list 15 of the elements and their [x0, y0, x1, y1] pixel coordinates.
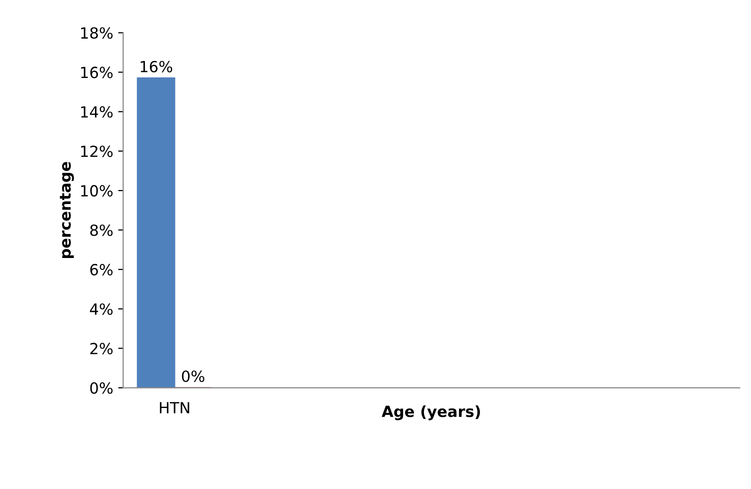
- y-tick-label: 14%: [81, 106, 113, 118]
- y-tick-label: 10%: [81, 185, 113, 197]
- y-tick-label: 8%: [90, 224, 113, 236]
- y-tick-label: 4%: [90, 303, 113, 315]
- y-axis-title: percentage: [60, 162, 74, 258]
- y-tick-label: 0%: [90, 382, 113, 394]
- y-tick-label: 16%: [81, 66, 113, 78]
- x-axis-title: Age (years): [382, 405, 480, 420]
- x-tick-label: HTN: [160, 402, 190, 414]
- y-tick-label: 2%: [90, 342, 113, 354]
- data-label: 16%: [140, 60, 172, 72]
- y-tick-label: 6%: [90, 264, 113, 276]
- data-label: 0%: [182, 370, 204, 382]
- y-tick-label: 18%: [81, 27, 113, 39]
- y-tick-label: 12%: [81, 146, 113, 158]
